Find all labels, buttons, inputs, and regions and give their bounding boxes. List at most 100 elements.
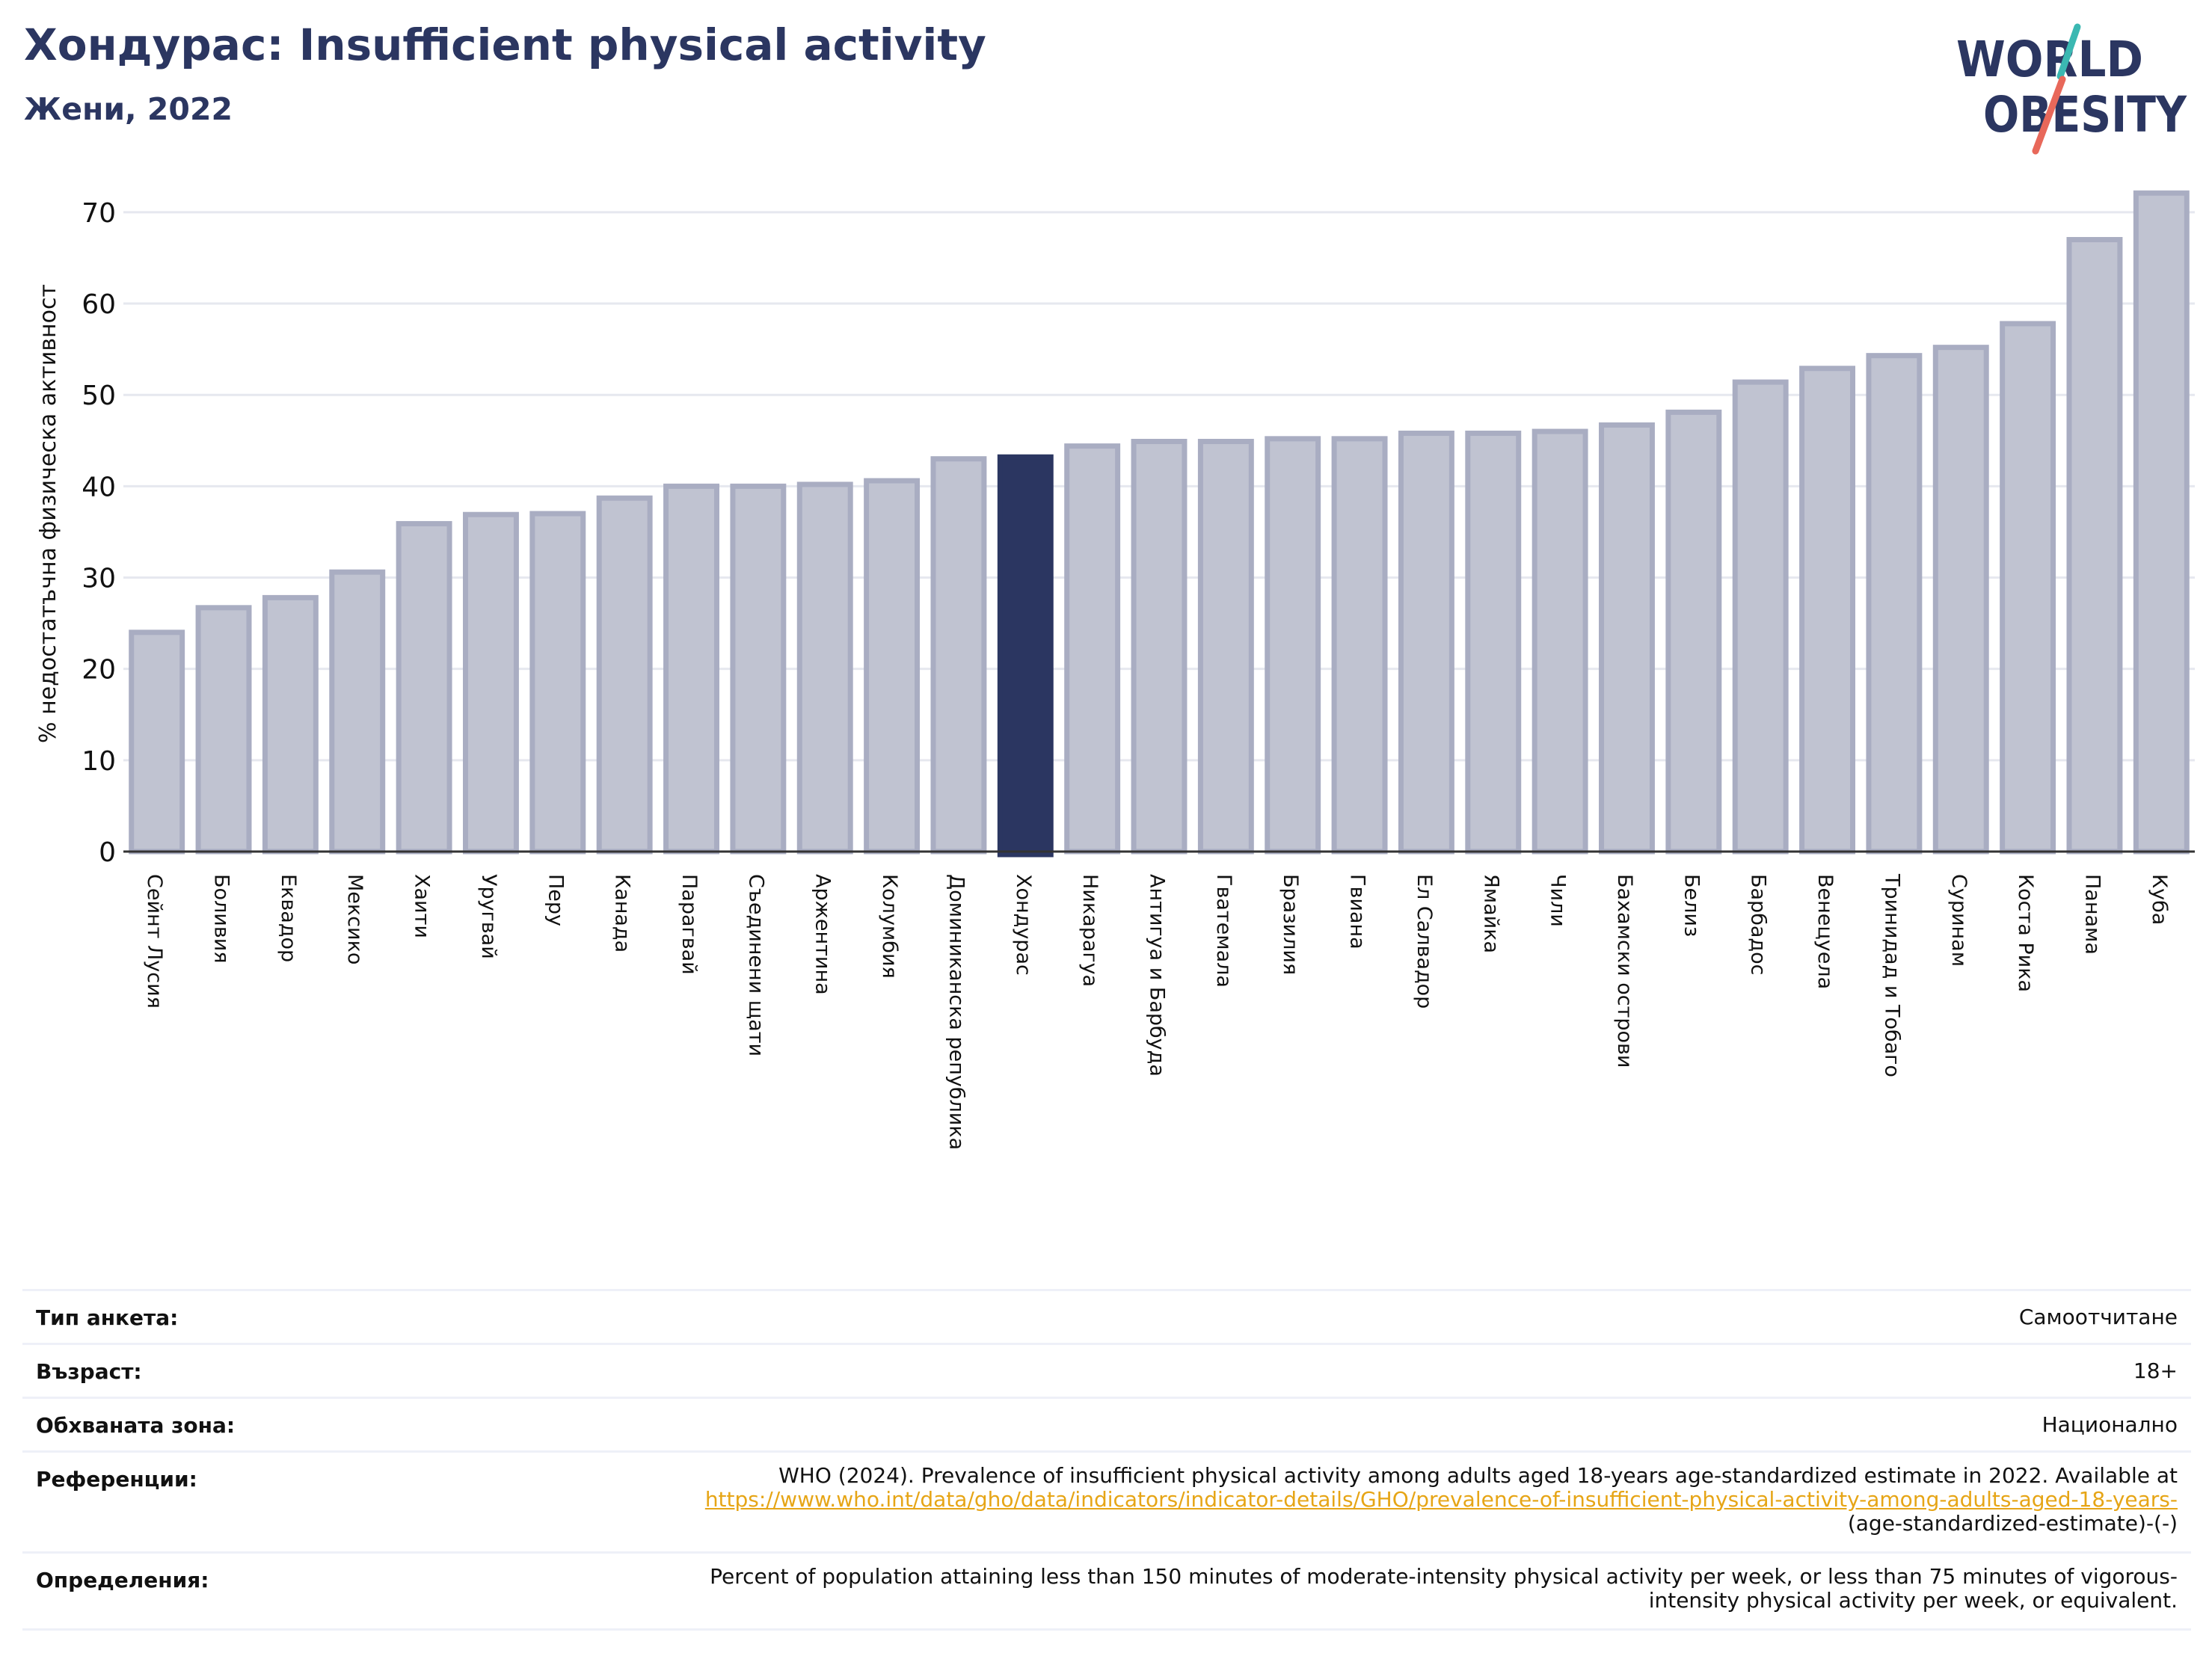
bar [1465,430,1522,855]
definitions-value: Percent of population attaining less tha… [710,1565,2178,1613]
references-value: WHO (2024). Prevalence of insufficient p… [705,1464,2178,1536]
bar [1331,436,1388,855]
info-row-definitions: Определения: Percent of population attai… [22,1551,2191,1628]
bar [2000,321,2056,855]
bar [864,478,921,855]
bar [2066,237,2123,855]
x-tick-label: Ел Салвадор [1413,874,1436,1009]
x-tick-label: Панама [2080,874,2104,955]
x-tick-label: Коста Рика [2014,874,2037,992]
x-tick-label: Бразилия [1279,874,1302,975]
x-tick-label: Чили [1546,874,1570,927]
y-axis-ticks: 0 10 20 30 40 50 60 70 [82,198,116,868]
info-row-age: Възраст: 18+ [22,1343,2191,1397]
x-tick-label: Суринам [1947,874,1970,967]
definitions-line-1: Percent of population attaining less tha… [710,1564,2178,1589]
bar [730,483,787,855]
page-subtitle: Жени, 2022 [24,91,233,127]
logo-line-1: WORLD [1956,31,2143,88]
x-tick-label: Венецуела [1813,874,1837,989]
bar [1866,353,1923,855]
x-tick-label: Барбадос [1747,874,1770,975]
bar [1531,428,1588,855]
age-value: 18+ [2133,1358,2178,1383]
bar [1665,409,1722,855]
bar [1799,366,1856,855]
y-tick-label: 50 [82,381,116,411]
x-tick-label: Никарагуа [1078,874,1102,987]
bar [1064,443,1121,855]
area-value: Национално [2042,1412,2178,1437]
x-tick-label: Уругвай [477,874,500,959]
bar [462,511,519,855]
bar [329,569,386,855]
y-axis-label: % недостатъчна физическа активност [35,284,61,743]
logo-slash-teal [2056,23,2081,80]
page-title: Хондурас: Insufficient physical activity [24,19,986,70]
logo-line-2: OBESITY [1983,86,2187,144]
world-obesity-logo: WORLD OBESITY [1956,23,2187,155]
definitions-line-2: intensity physical activity per week, or… [1648,1588,2178,1613]
x-tick-label: Тринидад и Тобаго [1880,873,1903,1077]
x-tick-label: Парагвай [678,874,701,975]
bar [396,520,452,855]
bar [529,511,586,855]
survey-type-value: Самоотчитане [2018,1305,2178,1329]
references-text-end: (age-standardized-estimate)-(-) [1847,1511,2178,1536]
bar [596,495,653,855]
x-tick-label: Гвиана [1346,874,1369,950]
x-tick-label: Бахамски острови [1613,874,1636,1068]
x-tick-label: Перу [544,874,567,926]
bars [129,190,2190,858]
x-tick-label: Гватемала [1212,874,1235,988]
definitions-label: Определения: [36,1568,209,1592]
info-row-survey-type: Тип анкета: Самоотчитане [22,1289,2191,1343]
bar-highlighted [997,454,1054,858]
y-tick-label: 10 [82,746,116,777]
bar [1932,345,1989,855]
survey-type-label: Тип анкета: [36,1305,179,1330]
bar [1732,379,1789,855]
x-tick-label: Хондурас [1012,874,1035,976]
age-label: Възраст: [36,1359,142,1384]
info-table: Тип анкета: Самоотчитане Възраст: 18+ Об… [22,1289,2191,1631]
x-tick-label: Хаити [411,874,434,938]
x-tick-label: Колумбия [878,874,901,979]
info-table-bottom-border [22,1628,2191,1631]
y-tick-label: 30 [82,564,116,594]
y-tick-label: 20 [82,655,116,686]
bar [930,456,987,855]
x-tick-label: Куба [2148,874,2171,925]
x-tick-label: Сейнт Лусия [143,874,166,1009]
x-tick-label: Мексико [343,874,366,964]
logo-slash-coral [2032,76,2066,155]
bar [1265,436,1321,855]
references-label: Референции: [36,1467,197,1492]
x-tick-label: Канада [611,874,634,952]
bar [663,483,719,855]
bar [1398,430,1454,855]
x-tick-label: Ямайка [1479,874,1502,953]
x-tick-label: Антигуа и Барбуда [1146,874,1169,1077]
bar [129,630,185,855]
bar [195,605,252,855]
x-tick-label: Боливия [210,874,233,964]
bar [1197,438,1254,855]
y-tick-label: 70 [82,198,116,229]
info-row-references: Референции: WHO (2024). Prevalence of in… [22,1450,2191,1551]
y-tick-label: 60 [82,289,116,320]
y-tick-label: 0 [99,837,116,868]
area-label: Обхваната зона: [36,1413,236,1438]
references-text: WHO (2024). Prevalence of insufficient p… [778,1463,2178,1488]
x-tick-label: Белиз [1680,874,1703,937]
x-tick-label: Еквадор [277,874,300,962]
info-row-area: Обхваната зона: Национално [22,1397,2191,1450]
x-tick-label: Доминиканска република [944,874,968,1150]
references-link[interactable]: https://www.who.int/data/gho/data/indica… [704,1487,2178,1512]
x-tick-label: Аржентина [811,874,835,995]
bar [262,594,319,855]
x-tick-label: Съединени щати [744,874,767,1056]
x-axis-labels: Сейнт Лусия Боливия Еквадор Мексико Хаити Уру… [143,873,2171,1150]
bar [1131,438,1188,855]
bar-chart: 0 10 20 30 40 50 60 70 Сейнт Лусия Боливия Еквадо… [35,190,2195,1150]
